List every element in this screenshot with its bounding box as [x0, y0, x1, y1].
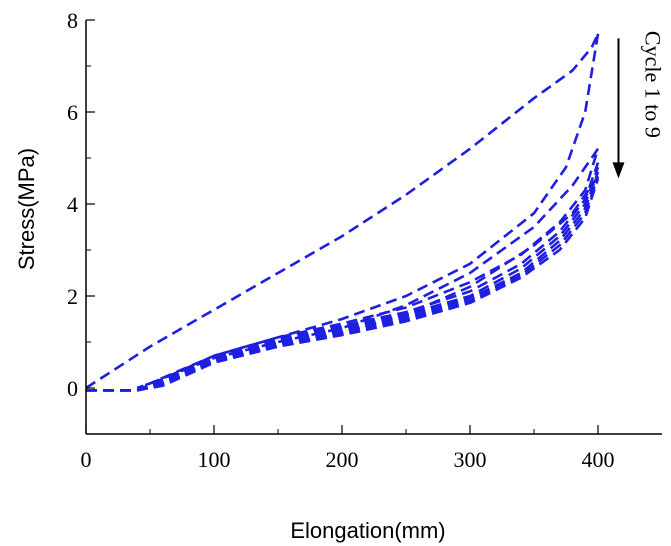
series-line-2	[136, 33, 600, 390]
axes	[85, 20, 662, 435]
y-tick-label: 6	[67, 100, 78, 125]
ticks: 0 100 200 300 400 0 2 4 6 8	[67, 8, 615, 472]
y-tick-label: 2	[67, 284, 78, 309]
series-line-8	[86, 175, 600, 392]
series-line-3	[86, 148, 600, 392]
series-lines	[85, 33, 600, 392]
y-tick-label: 4	[67, 192, 78, 217]
series-line-6	[86, 166, 600, 392]
x-axis-title: Elongation(mm)	[290, 518, 445, 543]
series-line-1	[85, 33, 600, 390]
x-tick-label: 300	[454, 447, 487, 472]
x-tick-label: 100	[198, 447, 231, 472]
y-axis-title: Stress(MPa)	[14, 148, 39, 270]
series-line-10	[136, 175, 600, 392]
annotation-arrow-head	[612, 162, 625, 179]
series-line-5	[86, 162, 600, 392]
y-tick-label: 8	[67, 8, 78, 33]
x-tick-label: 400	[582, 447, 615, 472]
x-tick-label: 200	[326, 447, 359, 472]
y-tick-label: 0	[67, 376, 78, 401]
series-line-9	[86, 178, 600, 392]
x-tick-label: 0	[81, 447, 92, 472]
annotation-label: Cycle 1 to 9	[640, 31, 665, 138]
series-line-7	[86, 171, 600, 392]
annotation: Cycle 1 to 9	[612, 31, 665, 179]
